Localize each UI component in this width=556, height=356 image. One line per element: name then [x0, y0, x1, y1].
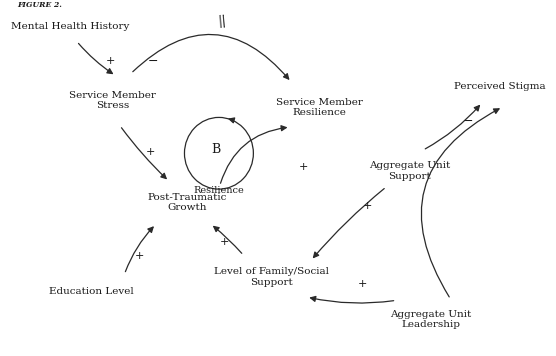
Text: Post-Traumatic
Growth: Post-Traumatic Growth [147, 193, 227, 213]
Text: Resilience: Resilience [193, 186, 244, 195]
Text: Perceived Stigma: Perceived Stigma [454, 82, 545, 91]
Text: +: + [145, 147, 155, 157]
Text: Level of Family/Social
Support: Level of Family/Social Support [215, 267, 330, 287]
Text: B: B [212, 143, 221, 156]
Text: +: + [220, 237, 229, 247]
Text: +: + [358, 279, 367, 289]
Text: Service Member
Stress: Service Member Stress [70, 90, 156, 110]
Text: −: − [463, 115, 473, 128]
Text: Education Level: Education Level [49, 287, 134, 295]
Text: Service Member
Resilience: Service Member Resilience [276, 98, 363, 117]
Text: Aggregate Unit
Leadership: Aggregate Unit Leadership [390, 310, 471, 329]
Text: −: − [147, 55, 158, 68]
Text: +: + [363, 201, 372, 211]
Text: Mental Health History: Mental Health History [11, 22, 130, 31]
Text: FIGURE 2.: FIGURE 2. [17, 1, 62, 9]
Text: +: + [135, 251, 144, 261]
Text: +: + [299, 162, 309, 172]
Text: ||: || [217, 14, 226, 28]
Text: +: + [106, 57, 115, 67]
Text: Aggregate Unit
Support: Aggregate Unit Support [369, 161, 450, 180]
